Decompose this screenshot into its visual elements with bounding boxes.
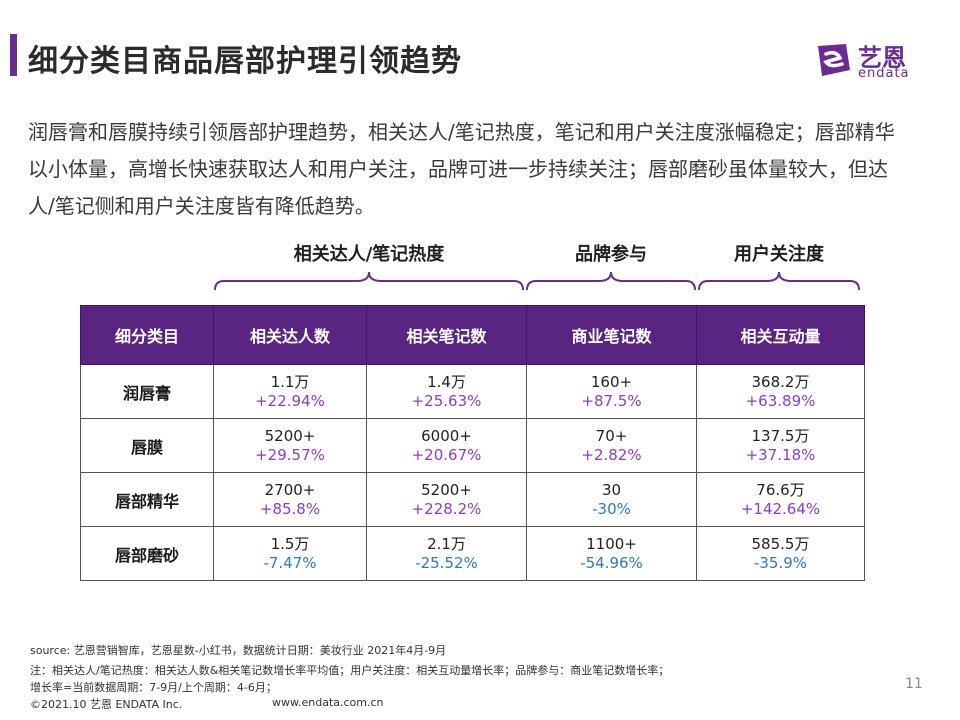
group-label-brand: 品牌参与 xyxy=(575,244,647,265)
cell-change: +37.18% xyxy=(745,445,816,464)
header-commercial-notes: 商业笔记数 xyxy=(526,305,697,365)
group-brace-user-focus xyxy=(698,271,860,291)
endata-logo: 艺恩 endata xyxy=(812,38,932,84)
cell-value: 1.5万 xyxy=(270,534,310,553)
cell-value: 1100+ xyxy=(586,534,637,553)
page-number: 11 xyxy=(905,676,923,692)
table-cell: 5200+ +228.2% xyxy=(366,472,527,527)
group-label-kol-heat: 相关达人/笔记热度 xyxy=(293,244,445,265)
header-kol-count: 相关达人数 xyxy=(213,305,367,365)
header-category: 细分类目 xyxy=(80,305,214,365)
table-cell: 1.5万 -7.47% xyxy=(213,526,367,581)
copyright: ©2021.10 艺恩 ENDATA Inc. xyxy=(30,698,183,711)
source-note: source: 艺恩营销智库，艺恩星数-小红书，数据统计日期：美妆行业 2021… xyxy=(30,644,447,657)
cell-value: 1.1万 xyxy=(270,372,310,391)
table-cell: 585.5万 -35.9% xyxy=(696,526,865,581)
intro-paragraph: 润唇膏和唇膜持续引领唇部护理趋势，相关达人/笔记热度，笔记和用户关注度涨幅稳定；… xyxy=(28,120,895,218)
logo-text-cn: 艺恩 xyxy=(858,44,906,72)
cell-value: 160+ xyxy=(590,372,633,391)
cell-change: +142.64% xyxy=(740,499,821,518)
cell-change: -7.47% xyxy=(263,553,317,572)
cell-value: 5200+ xyxy=(421,480,472,499)
cell-change: -30% xyxy=(592,499,631,518)
group-label-user-focus: 用户关注度 xyxy=(734,244,824,265)
table-cell: 5200+ +29.57% xyxy=(213,418,367,473)
table-cell: 368.2万 +63.89% xyxy=(696,364,865,419)
table-row: 唇部磨砂 1.5万 -7.47% 2.1万 -25.52% 1100+ -54.96%… xyxy=(80,526,865,581)
cell-value: 2.1万 xyxy=(427,534,466,553)
page-title: 细分类目商品唇部护理引领趋势 xyxy=(28,44,462,79)
cell-change: +87.5% xyxy=(581,391,642,410)
cell-value: 76.6万 xyxy=(756,480,805,499)
cell-value: 6000+ xyxy=(421,426,472,445)
cell-change: +29.57% xyxy=(255,445,325,464)
cell-value: 5200+ xyxy=(264,426,316,445)
cell-value: 137.5万 xyxy=(751,426,810,445)
cell-change: +22.94% xyxy=(255,391,325,410)
cell-change: +25.63% xyxy=(411,391,482,410)
row-category: 唇膜 xyxy=(80,418,214,473)
table-cell: 137.5万 +37.18% xyxy=(696,418,865,473)
website-link[interactable]: www.endata.com.cn xyxy=(272,696,384,709)
cell-value: 1.4万 xyxy=(427,372,466,391)
table-cell: 160+ +87.5% xyxy=(526,364,697,419)
endata-logo-icon xyxy=(818,44,850,76)
cell-change: +63.89% xyxy=(745,391,816,410)
header-note-count: 相关笔记数 xyxy=(366,305,527,365)
cell-value: 70+ xyxy=(595,426,628,445)
group-brace-brand xyxy=(526,271,696,291)
table-cell: 70+ +2.82% xyxy=(526,418,697,473)
cell-value: 2700+ xyxy=(264,480,316,499)
table-cell: 1.1万 +22.94% xyxy=(213,364,367,419)
cell-change: +85.8% xyxy=(259,499,321,518)
table-cell: 2700+ +85.8% xyxy=(213,472,367,527)
table-cell: 30 -30% xyxy=(526,472,697,527)
cell-change: -54.96% xyxy=(580,553,643,572)
cell-value: 585.5万 xyxy=(751,534,810,553)
cell-value: 30 xyxy=(601,480,622,499)
cell-value: 368.2万 xyxy=(751,372,810,391)
table-row: 润唇膏 1.1万 +22.94% 1.4万 +25.63% 160+ +87.5% 3… xyxy=(80,364,865,419)
title-accent-bar xyxy=(10,34,17,76)
table-row: 唇膜 5200+ +29.57% 6000+ +20.67% 70+ +2.82% 1… xyxy=(80,418,865,473)
cell-change: +20.67% xyxy=(411,445,482,464)
group-brace-kol-heat xyxy=(214,271,524,291)
cell-change: -35.9% xyxy=(753,553,808,572)
table-header-row: 细分类目 相关达人数 相关笔记数 商业笔记数 相关互动量 xyxy=(80,305,865,365)
table-row: 唇部精华 2700+ +85.8% 5200+ +228.2% 30 -30% 76.… xyxy=(80,472,865,527)
row-category: 唇部磨砂 xyxy=(80,526,214,581)
row-category: 润唇膏 xyxy=(80,364,214,419)
cell-change: -25.52% xyxy=(415,553,478,572)
footnote-growth-rate: 增长率=当前数据周期：7-9月/上个周期：4-6月； xyxy=(30,681,277,694)
table-cell: 76.6万 +142.64% xyxy=(696,472,865,527)
table-cell: 1100+ -54.96% xyxy=(526,526,697,581)
table-cell: 2.1万 -25.52% xyxy=(366,526,527,581)
cell-change: +228.2% xyxy=(411,499,482,518)
header-interactions: 相关互动量 xyxy=(696,305,865,365)
row-category: 唇部精华 xyxy=(80,472,214,527)
table-cell: 6000+ +20.67% xyxy=(366,418,527,473)
table-cell: 1.4万 +25.63% xyxy=(366,364,527,419)
cell-change: +2.82% xyxy=(581,445,642,464)
footnote-definitions: 注：相关达人/笔记热度：相关达人数&相关笔记数增长率平均值；用户关注度：相关互动… xyxy=(30,664,670,677)
logo-text-en: endata xyxy=(858,66,910,81)
metrics-table: 细分类目 相关达人数 相关笔记数 商业笔记数 相关互动量 润唇膏 1.1万 +22… xyxy=(80,305,865,581)
